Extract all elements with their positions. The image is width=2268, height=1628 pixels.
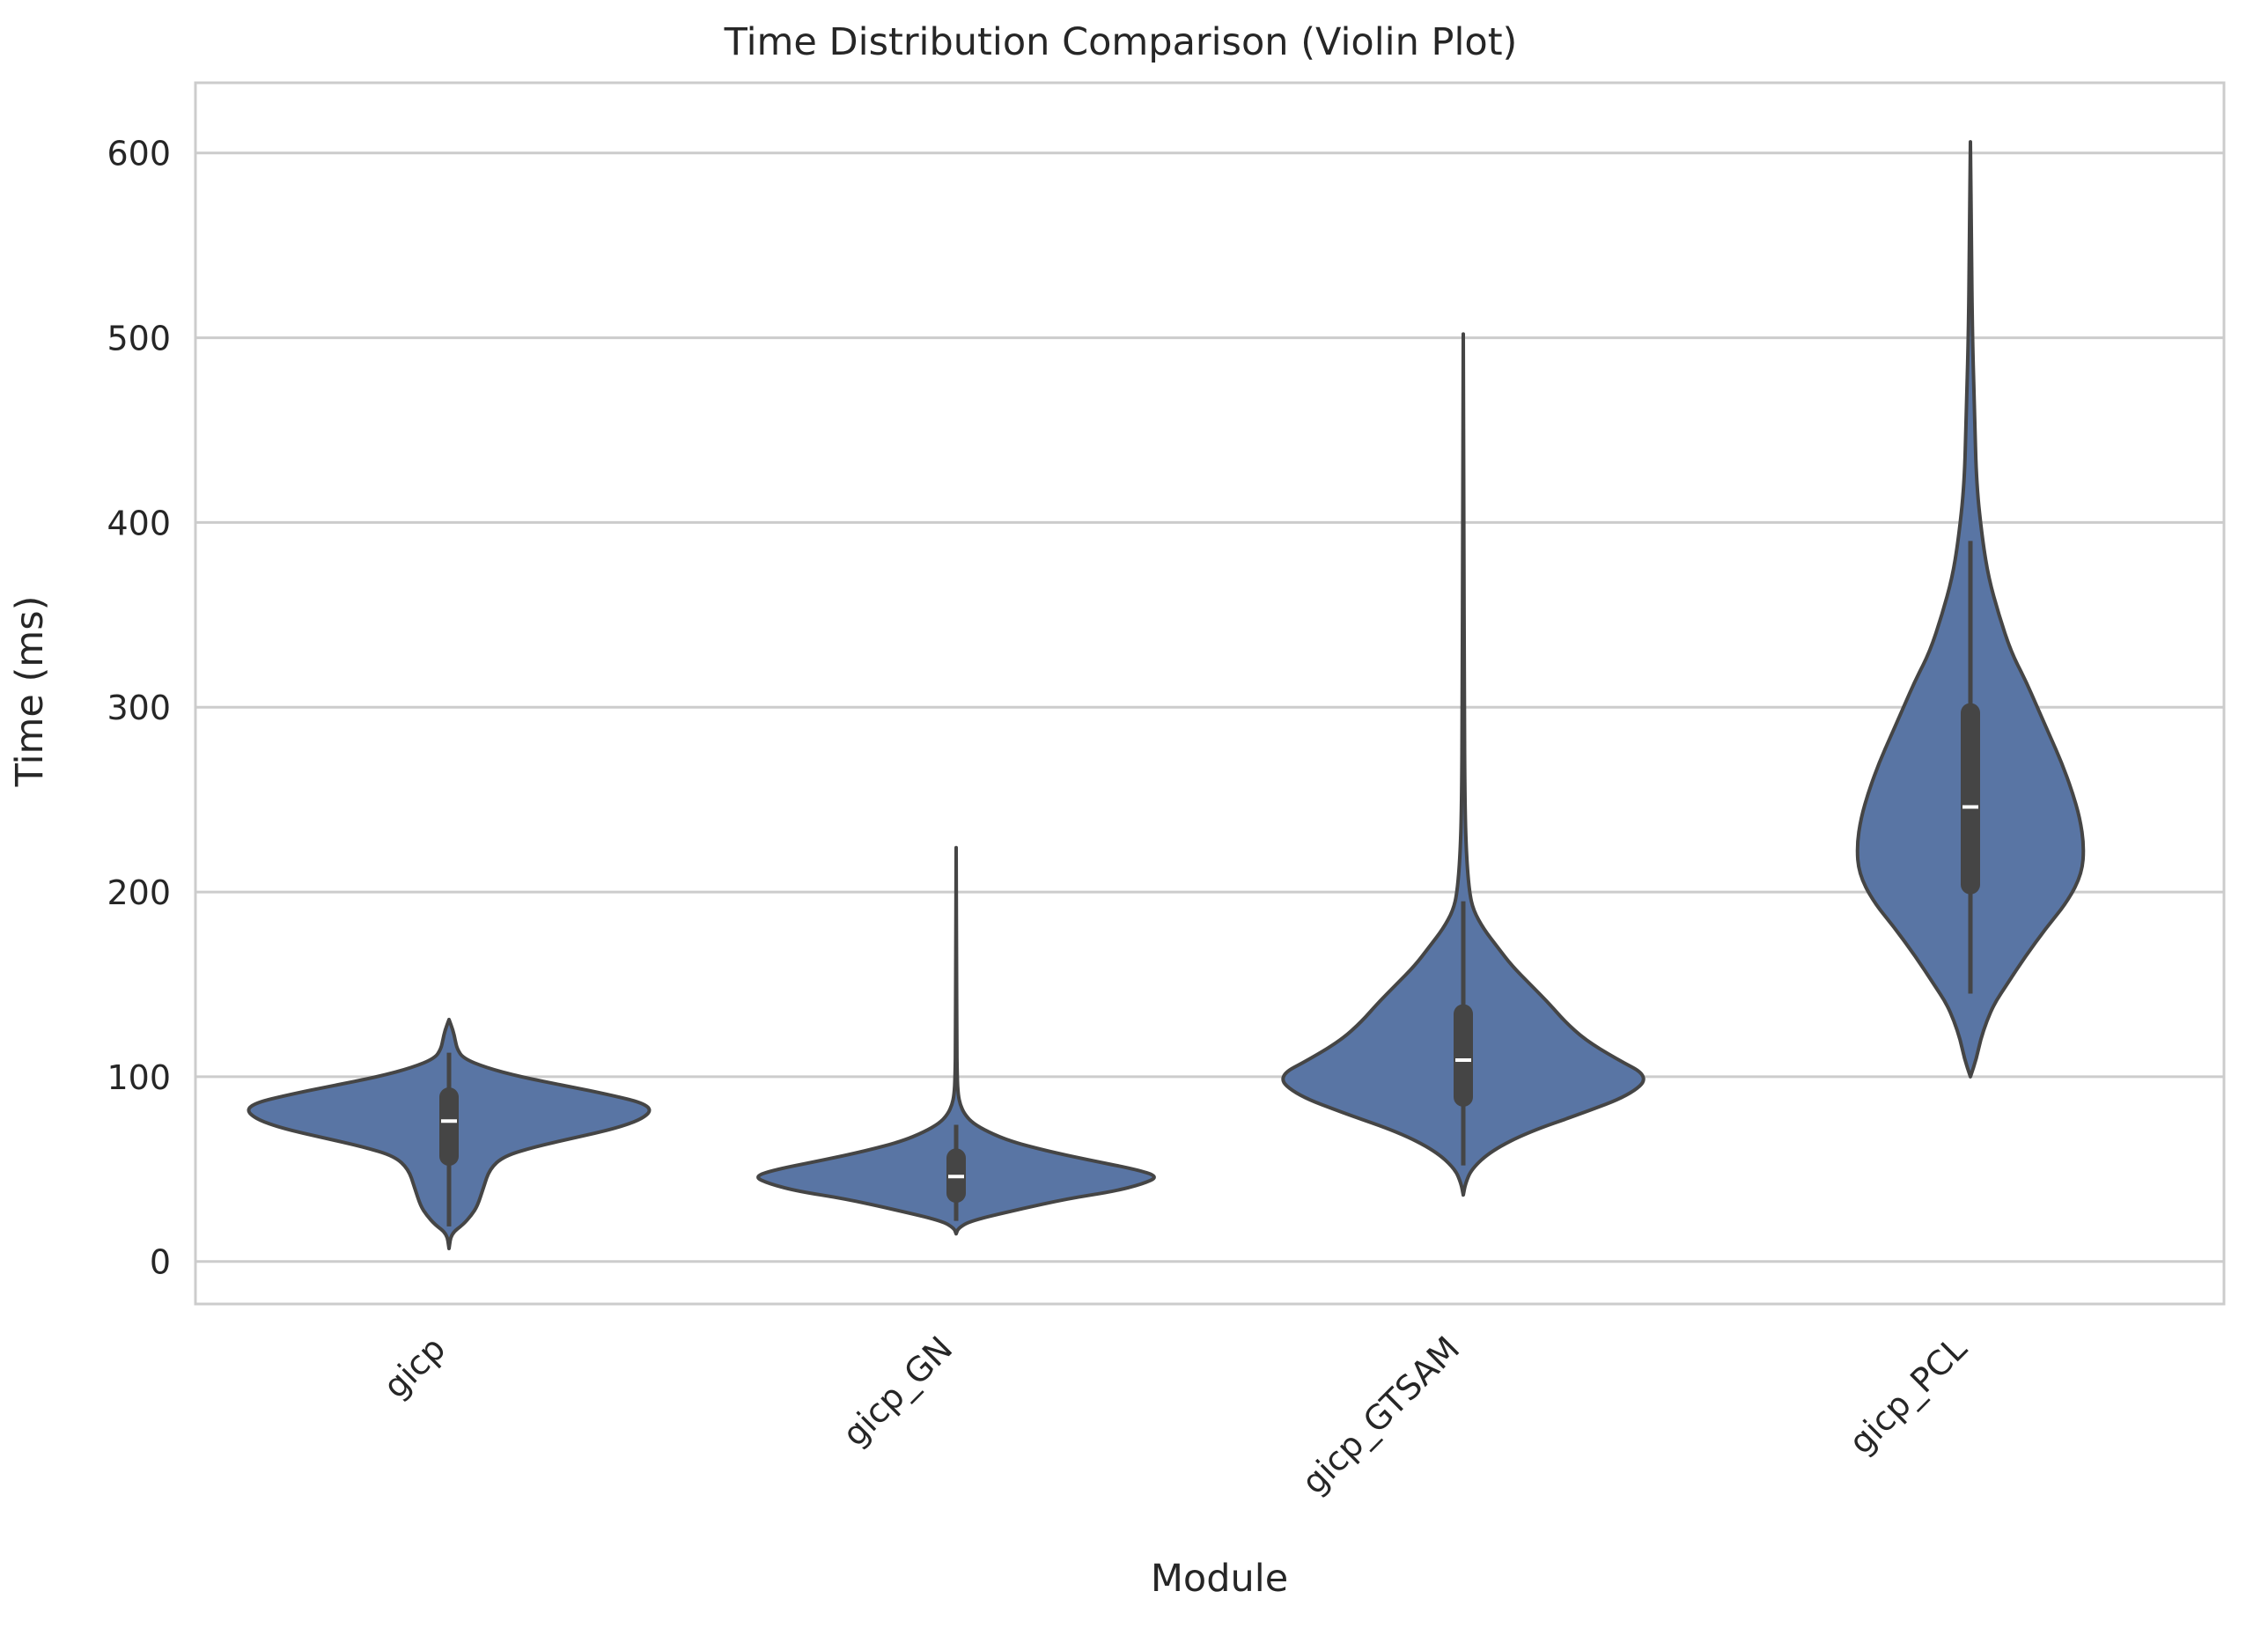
y-tick-label-300: 300 [107,689,171,727]
y-tick-label-100: 100 [107,1058,171,1097]
violin-body-gicp_GTSAM [1281,332,1646,1197]
violins [247,140,2086,1250]
plot-frame [194,81,2226,1306]
y-tick-label-600: 600 [107,135,171,173]
y-tick-labels: 0 100 200 300 400 500 600 [107,135,171,1282]
x-axis-label: Module [1151,1557,1288,1601]
violin-gicp_PCL [1855,140,2086,1079]
y-tick-label-500: 500 [107,320,171,358]
violin-gicp_GN [756,845,1156,1236]
violin-gicp [247,1017,652,1250]
violin-body-gicp_GN [756,845,1156,1236]
y-tick-label-200: 200 [107,873,171,912]
y-axis-label: Time (ms) [8,596,52,788]
gridlines [195,151,2224,1263]
violin-gicp_GTSAM [1281,332,1646,1197]
y-tick-label-400: 400 [107,504,171,542]
chart-title: Time Distribution Comparison (Violin Plo… [724,20,1518,64]
y-tick-label-0: 0 [150,1243,171,1282]
